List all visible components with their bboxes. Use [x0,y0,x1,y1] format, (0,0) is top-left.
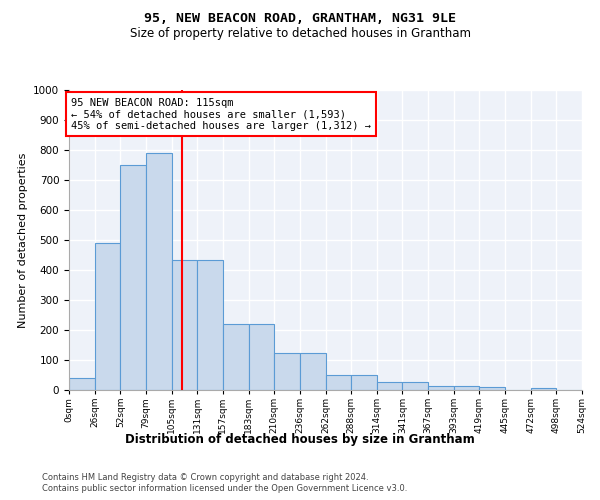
Bar [197,260,223,390]
Bar [428,386,454,390]
Bar [146,153,172,390]
Text: Contains public sector information licensed under the Open Government Licence v3: Contains public sector information licen… [42,484,407,493]
Bar [351,375,377,390]
Text: Contains HM Land Registry data © Crown copyright and database right 2024.: Contains HM Land Registry data © Crown c… [42,472,368,482]
Text: 95 NEW BEACON ROAD: 115sqm
← 54% of detached houses are smaller (1,593)
45% of s: 95 NEW BEACON ROAD: 115sqm ← 54% of deta… [71,98,371,130]
Bar [403,382,428,390]
Bar [223,324,248,390]
Bar [172,260,197,390]
Text: Distribution of detached houses by size in Grantham: Distribution of detached houses by size … [125,432,475,446]
Bar [300,352,325,390]
Text: 95, NEW BEACON ROAD, GRANTHAM, NG31 9LE: 95, NEW BEACON ROAD, GRANTHAM, NG31 9LE [144,12,456,26]
Bar [479,387,505,390]
Bar [69,378,95,390]
Bar [454,386,479,390]
Bar [121,165,146,390]
Bar [274,352,300,390]
Text: Size of property relative to detached houses in Grantham: Size of property relative to detached ho… [130,28,470,40]
Bar [248,324,274,390]
Bar [95,243,121,390]
Bar [377,382,403,390]
Y-axis label: Number of detached properties: Number of detached properties [17,152,28,328]
Bar [531,388,556,390]
Bar [325,375,351,390]
